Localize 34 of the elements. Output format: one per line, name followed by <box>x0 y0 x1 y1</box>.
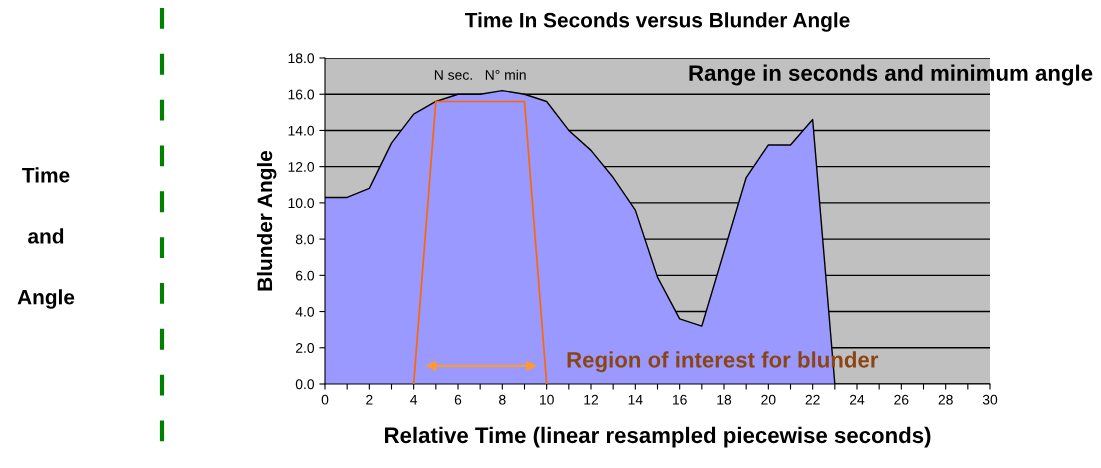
x-tick-label: 16 <box>673 394 687 405</box>
text: and <box>28 228 64 244</box>
x-tick-label: 6 <box>454 394 462 405</box>
x-tick-label: 14 <box>628 394 643 405</box>
text: Time <box>22 167 70 183</box>
annotation: N sec. N° min <box>434 69 526 80</box>
x-tick-label: 28 <box>938 394 953 405</box>
x-tick-label: 4 <box>410 394 418 405</box>
x-tick-label: 30 <box>982 394 998 405</box>
x-tick-label: 8 <box>499 394 506 405</box>
x-tick-label: 18 <box>717 394 732 405</box>
annotation: Range in seconds and minimum angle <box>689 64 1093 86</box>
y-tick-label: 0.0 <box>295 379 315 390</box>
y-tick-label: 14.0 <box>288 125 315 136</box>
x-tick-label: 2 <box>366 394 373 405</box>
y-tick-label: 16.0 <box>288 89 315 100</box>
text: Angle <box>17 289 75 309</box>
x-tick-label: 0 <box>321 394 329 405</box>
y-tick-label: 18.0 <box>288 53 315 64</box>
y-tick-label: 8.0 <box>295 234 315 245</box>
y-axis-title: Blunder Angle <box>256 150 277 291</box>
x-tick-label: 26 <box>894 394 909 405</box>
x-axis-title: Relative Time (linear resampled piecewise seconds) <box>385 426 931 448</box>
y-tick-label: 6.0 <box>295 270 315 281</box>
x-tick-label: 24 <box>849 394 865 405</box>
y-tick-label: 12.0 <box>288 162 315 172</box>
x-tick-label: 12 <box>584 394 599 405</box>
chart-title: Time In Seconds versus Blunder Angle <box>464 12 850 32</box>
x-tick-label: 10 <box>540 394 554 405</box>
y-tick-label: 4.0 <box>295 306 315 317</box>
y-tick-label: 2.0 <box>295 343 315 353</box>
x-tick-label: 22 <box>805 394 820 405</box>
y-tick-label: 10.0 <box>288 198 315 209</box>
x-tick-label: 20 <box>761 394 776 405</box>
